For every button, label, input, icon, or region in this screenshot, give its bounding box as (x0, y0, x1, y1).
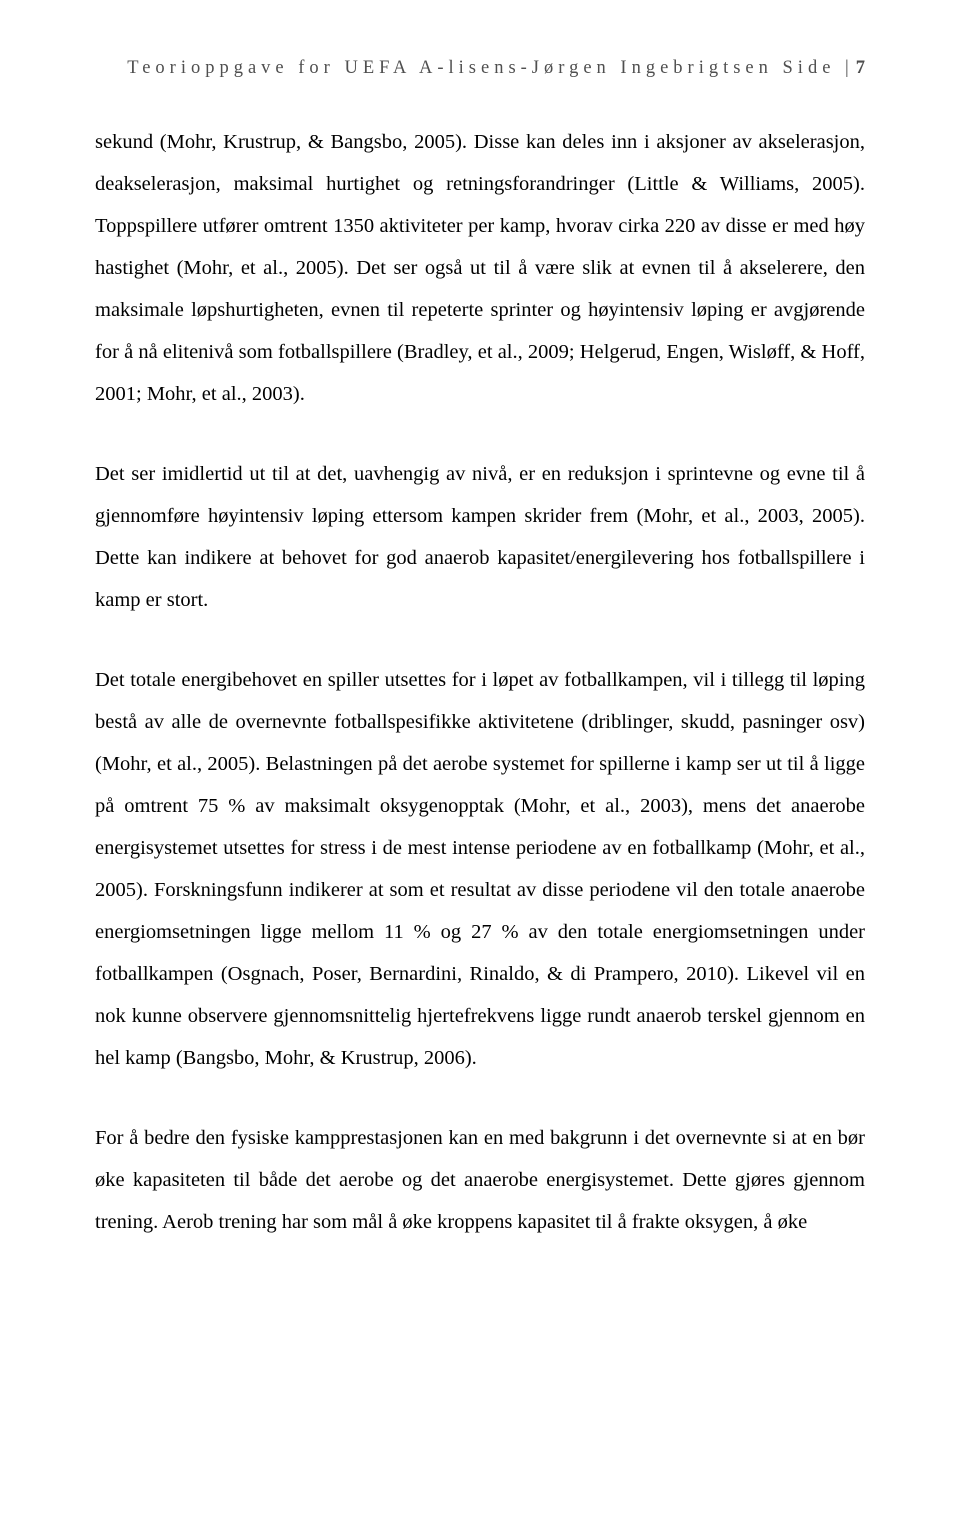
page-number: 7 (856, 58, 865, 78)
body-paragraph: Det totale energibehovet en spiller utse… (95, 659, 865, 1079)
document-page: Teorioppgave for UEFA A-lisens-Jørgen In… (0, 0, 960, 1525)
running-title: Teorioppgave for UEFA A-lisens-Jørgen In… (127, 58, 854, 78)
body-paragraph: sekund (Mohr, Krustrup, & Bangsbo, 2005)… (95, 121, 865, 415)
body-paragraph: For å bedre den fysiske kampprestasjonen… (95, 1117, 865, 1243)
running-header: Teorioppgave for UEFA A-lisens-Jørgen In… (95, 58, 865, 79)
body-paragraph: Det ser imidlertid ut til at det, uavhen… (95, 453, 865, 621)
